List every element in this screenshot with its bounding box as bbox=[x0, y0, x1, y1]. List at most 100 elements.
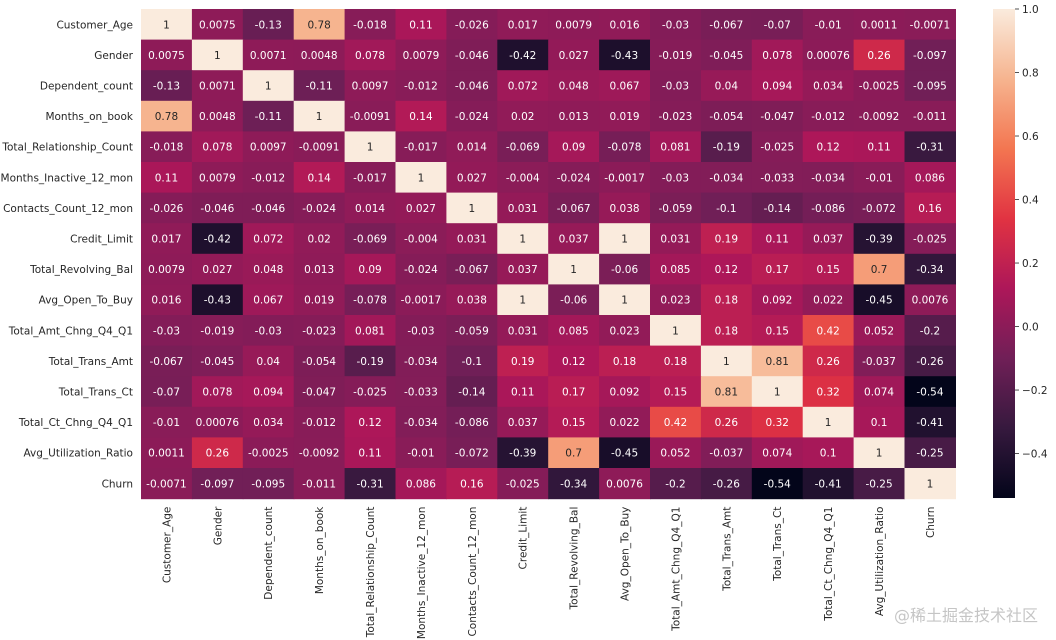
heatmap-cell-churn-months-on-book bbox=[293, 468, 346, 500]
heatmap-cell-avg-open-to-buy-total-trans-amt bbox=[700, 284, 753, 316]
heatmap-cell-avg-utilization-ratio-credit-limit bbox=[497, 437, 549, 469]
heatmap-cell-total-trans-ct-churn bbox=[904, 376, 956, 408]
heatmap-cell-churn-dependent-count bbox=[242, 468, 295, 500]
row-label-contacts-count-12-mon: Contacts_Count_12_mon bbox=[3, 203, 133, 215]
colorbar-tick-label: 0.8 bbox=[1022, 68, 1039, 80]
cell-annotation: -0.45 bbox=[865, 295, 892, 307]
heatmap-cell-churn-months-inactive-12-mon bbox=[395, 468, 447, 500]
cell-annotation: -0.26 bbox=[713, 478, 740, 490]
cell-annotation: 1 bbox=[927, 478, 934, 490]
heatmap-cell-total-relationship-count-total-ct-chng-q4-q1 bbox=[802, 131, 855, 163]
heatmap-cell-dependent-count-customer-age bbox=[141, 70, 193, 102]
heatmap-cell-total-ct-chng-q4-q1-total-revolving-bal bbox=[548, 406, 600, 438]
cell-annotation: 0.027 bbox=[406, 203, 436, 215]
heatmap-cell-total-ct-chng-q4-q1-contacts-count-12-mon bbox=[446, 406, 498, 438]
cell-annotation: 0.019 bbox=[304, 295, 334, 307]
heatmap-cell-gender-total-trans-amt bbox=[700, 39, 753, 71]
cell-annotation: 0.15 bbox=[816, 264, 839, 276]
heatmap-cell-total-revolving-bal-total-ct-chng-q4-q1 bbox=[802, 253, 855, 285]
cell-annotation: 0.0097 bbox=[250, 142, 287, 154]
cell-annotation: -0.0025 bbox=[248, 448, 289, 460]
heatmap-cell-months-on-book-gender bbox=[191, 100, 244, 132]
cell-annotation: 0.26 bbox=[206, 448, 230, 460]
cell-annotation: -0.067 bbox=[557, 203, 591, 215]
cell-annotation: -0.086 bbox=[455, 417, 489, 429]
heatmap-cell-total-ct-chng-q4-q1-churn bbox=[904, 406, 956, 438]
cell-annotation: -0.03 bbox=[662, 81, 689, 93]
heatmap-cell-churn-total-ct-chng-q4-q1 bbox=[802, 468, 855, 500]
cell-annotation: 0.11 bbox=[766, 234, 789, 246]
heatmap-cell-contacts-count-12-mon-total-amt-chng-q4-q1 bbox=[650, 192, 702, 224]
cell-annotation: -0.017 bbox=[353, 172, 387, 184]
cell-annotation: 0.013 bbox=[304, 264, 334, 276]
heatmap-cell-total-trans-ct-total-trans-ct bbox=[751, 376, 804, 408]
heatmap-cell-total-trans-amt-total-revolving-bal bbox=[548, 345, 600, 377]
heatmap-cell-dependent-count-total-ct-chng-q4-q1 bbox=[802, 70, 855, 102]
heatmap-cell-contacts-count-12-mon-credit-limit bbox=[497, 192, 549, 224]
cell-annotation: 0.086 bbox=[406, 478, 436, 490]
heatmap-cell-gender-gender bbox=[191, 39, 244, 71]
cell-annotation: -0.01 bbox=[407, 448, 434, 460]
heatmap-cell-credit-limit-customer-age bbox=[141, 223, 193, 255]
cell-annotation: -0.046 bbox=[455, 81, 489, 93]
heatmap-cell-months-on-book-total-ct-chng-q4-q1 bbox=[802, 100, 855, 132]
cell-annotation: 1 bbox=[418, 172, 425, 184]
heatmap-cell-months-on-book-months-inactive-12-mon bbox=[395, 100, 447, 132]
heatmap-cell-avg-utilization-ratio-total-revolving-bal bbox=[548, 437, 600, 469]
cell-annotation: 0.17 bbox=[766, 264, 789, 276]
cell-annotation: -0.025 bbox=[760, 142, 794, 154]
cell-annotation: 0.15 bbox=[664, 387, 687, 399]
heatmap-cell-avg-utilization-ratio-gender bbox=[191, 437, 244, 469]
col-label-months-inactive-12-mon: Months_Inactive_12_mon bbox=[416, 507, 428, 639]
cell-annotation: -0.059 bbox=[659, 203, 693, 215]
heatmap-cell-credit-limit-total-revolving-bal bbox=[548, 223, 600, 255]
heatmap-cell-months-inactive-12-mon-total-revolving-bal bbox=[548, 162, 600, 194]
cell-annotation: 0.078 bbox=[202, 387, 232, 399]
cell-annotation: -0.067 bbox=[150, 356, 184, 368]
cell-annotation: 0.04 bbox=[715, 81, 739, 93]
cell-annotation: 1 bbox=[825, 417, 832, 429]
heatmap-cell-total-ct-chng-q4-q1-total-amt-chng-q4-q1 bbox=[650, 406, 702, 438]
cell-annotation: 0.16 bbox=[918, 203, 942, 215]
heatmap-cell-avg-open-to-buy-months-inactive-12-mon bbox=[395, 284, 447, 316]
heatmap-cell-avg-utilization-ratio-total-relationship-count bbox=[344, 437, 397, 469]
heatmap-cell-months-inactive-12-mon-total-trans-amt bbox=[700, 162, 753, 194]
heatmap-cell-dependent-count-total-trans-ct bbox=[751, 70, 804, 102]
heatmap-cell-churn-total-relationship-count bbox=[344, 468, 397, 500]
colorbar-tick-label: −0.4 bbox=[1022, 449, 1048, 461]
heatmap-cell-total-trans-amt-dependent-count bbox=[242, 345, 295, 377]
heatmap-cell-total-trans-amt-gender bbox=[191, 345, 244, 377]
heatmap-cell-avg-utilization-ratio-contacts-count-12-mon bbox=[446, 437, 498, 469]
cell-annotation: -0.012 bbox=[404, 81, 438, 93]
cell-annotation: 0.031 bbox=[508, 203, 538, 215]
cell-annotation: -0.0092 bbox=[299, 448, 340, 460]
heatmap-cell-avg-utilization-ratio-total-trans-ct bbox=[751, 437, 804, 469]
cell-annotation: -0.012 bbox=[302, 417, 336, 429]
cell-annotation: 0.0011 bbox=[861, 19, 898, 31]
heatmap-cell-total-revolving-bal-churn bbox=[904, 253, 956, 285]
heatmap-cell-dependent-count-contacts-count-12-mon bbox=[446, 70, 498, 102]
cell-annotation: -0.11 bbox=[306, 81, 333, 93]
heatmap-cell-avg-open-to-buy-credit-limit bbox=[497, 284, 549, 316]
heatmap-cell-customer-age-total-trans-amt bbox=[700, 9, 753, 41]
cell-annotation: -0.033 bbox=[760, 172, 794, 184]
cell-annotation: 0.19 bbox=[715, 234, 738, 246]
cell-annotation: -0.45 bbox=[611, 448, 638, 460]
cell-annotation: -0.39 bbox=[865, 234, 892, 246]
heatmap-cell-gender-avg-open-to-buy bbox=[599, 39, 651, 71]
cell-annotation: -0.004 bbox=[404, 234, 438, 246]
cell-annotation: 0.019 bbox=[610, 111, 640, 123]
heatmap-cell-total-revolving-bal-avg-utilization-ratio bbox=[853, 253, 906, 285]
cell-annotation: 0.15 bbox=[766, 325, 789, 337]
heatmap-cell-churn-gender bbox=[191, 468, 244, 500]
col-label-contacts-count-12-mon: Contacts_Count_12_mon bbox=[467, 507, 479, 637]
cell-annotation: -0.097 bbox=[200, 478, 234, 490]
heatmap-cell-credit-limit-churn bbox=[904, 223, 956, 255]
heatmap-cell-total-revolving-bal-months-inactive-12-mon bbox=[395, 253, 447, 285]
cell-annotation: -0.07 bbox=[764, 19, 791, 31]
cell-annotation: 0.42 bbox=[664, 417, 687, 429]
cell-annotation: -0.1 bbox=[462, 356, 483, 368]
heatmap-cell-total-trans-ct-months-inactive-12-mon bbox=[395, 376, 447, 408]
heatmap-cell-avg-open-to-buy-contacts-count-12-mon bbox=[446, 284, 498, 316]
